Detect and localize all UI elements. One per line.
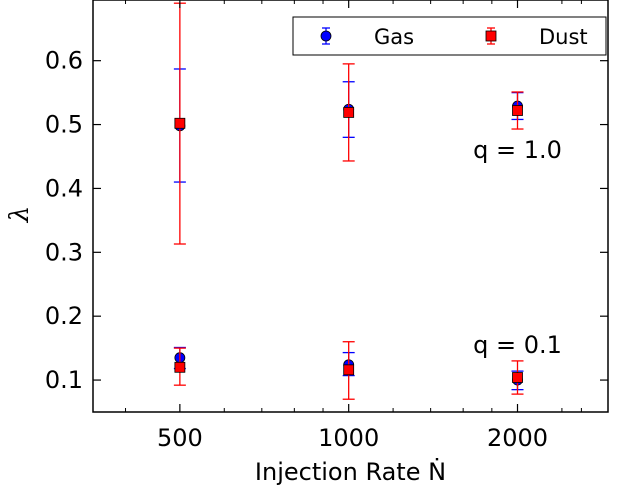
annotations-layer: q = 1.0 q = 0.1 [473,136,562,359]
legend-items: Gas Dust [320,25,588,49]
legend: Gas Dust [292,16,607,56]
annotation: q = 1.0 [473,136,562,164]
y-tick-label: 0.1 [45,366,83,394]
y-tick-label: 0.3 [45,238,83,266]
x-axis-label: Injection Rate Ṅ [255,457,446,486]
y-axis-label: λ [5,206,35,223]
legend-marker-gas [320,30,332,42]
y-tick-label: 0.5 [45,111,83,139]
series-dust-q10 [173,2,524,245]
annotation: q = 0.1 [473,331,562,359]
data-point-dust [174,117,186,129]
y-tick-label: 0.2 [45,302,83,330]
x-tick-label: 1000 [318,424,379,452]
ticks-layer: 0.1 0.2 0.3 0.4 0.5 0.6 500 1000 2000 [45,0,608,452]
data-point-dust [174,361,186,373]
data-point-dust [512,105,523,116]
legend-box [292,16,607,56]
data-point-dust [343,107,355,118]
y-tick-label: 0.4 [45,174,83,202]
data-point-dust [512,372,523,383]
marks-layer [173,2,524,400]
legend-label: Dust [539,25,588,49]
series-dust-q01 [173,341,524,400]
legend-label: Gas [374,25,414,49]
x-tick-label: 2000 [487,424,548,452]
x-tick-label: 500 [157,424,203,452]
y-tick-label: 0.6 [45,47,83,75]
plot-frame [92,0,609,413]
data-point-dust [343,364,355,376]
legend-marker-dust [485,30,497,42]
